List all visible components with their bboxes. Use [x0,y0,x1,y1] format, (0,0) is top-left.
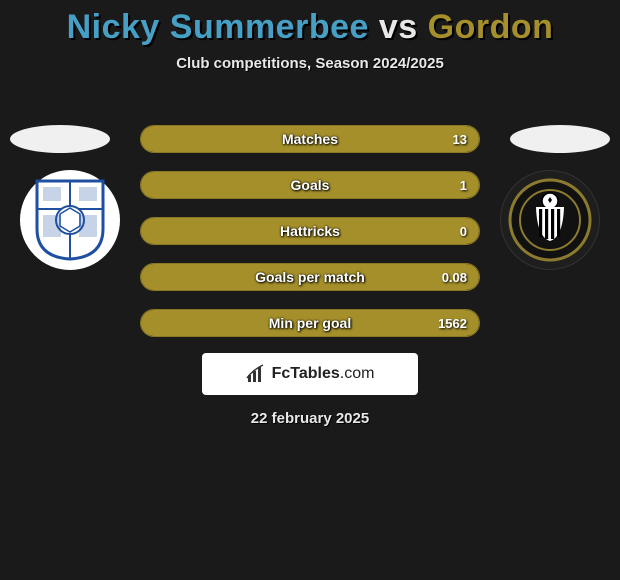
stat-label: Goals [141,177,479,193]
comparison-title: Nicky Summerbee vs Gordon [0,0,620,47]
brand-attribution[interactable]: FcTables.com [202,353,418,395]
stat-label: Matches [141,131,479,147]
club-crest-left-icon [35,179,105,261]
player1-name: Nicky Summerbee [67,8,369,46]
comparison-date: 22 february 2025 [0,410,620,427]
stat-row-hattricks: Hattricks 0 [140,217,480,245]
brand-name: FcTables [272,365,340,382]
stat-label: Min per goal [141,315,479,331]
club-crest-right-icon [507,177,593,263]
stat-value-right: 0.08 [442,270,467,285]
brand-domain: .com [340,365,375,382]
player2-name: Gordon [428,8,554,46]
notts-county-badge [500,170,600,270]
stat-value-right: 1 [460,178,467,193]
stats-container: Matches 13 Goals 1 Hattricks 0 Goals per… [140,125,480,355]
stat-row-goals-per-match: Goals per match 0.08 [140,263,480,291]
stat-label: Goals per match [141,269,479,285]
bar-chart-icon [246,363,268,385]
brand-text: FcTables.com [272,365,375,383]
player1-shadow-ellipse [10,125,110,153]
season-subtitle: Club competitions, Season 2024/2025 [0,55,620,72]
stat-label: Hattricks [141,223,479,239]
stat-row-matches: Matches 13 [140,125,480,153]
vs-separator: vs [379,8,418,46]
player2-shadow-ellipse [510,125,610,153]
stat-value-right: 1562 [438,316,467,331]
stat-value-right: 0 [460,224,467,239]
stat-row-goals: Goals 1 [140,171,480,199]
tranmere-rovers-badge [20,170,120,270]
stat-value-right: 13 [453,132,467,147]
stat-row-min-per-goal: Min per goal 1562 [140,309,480,337]
